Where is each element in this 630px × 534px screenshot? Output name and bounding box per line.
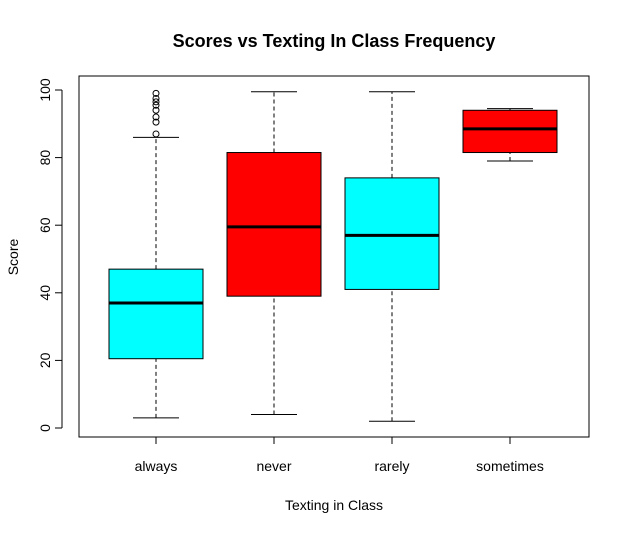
outlier-point xyxy=(152,98,160,106)
outlier-point xyxy=(152,113,160,121)
box-body xyxy=(108,268,204,360)
x-axis: always never rarely sometimes xyxy=(135,436,544,474)
outlier-point xyxy=(152,130,160,138)
outlier-point xyxy=(152,101,160,109)
box-sometimes xyxy=(462,108,558,162)
box-rarely xyxy=(344,91,440,422)
box-body xyxy=(226,152,322,297)
outlier-point xyxy=(152,89,160,97)
y-tick-label: 0 xyxy=(37,424,53,432)
y-tick-label: 40 xyxy=(37,285,53,301)
box-always xyxy=(108,89,204,419)
box-body xyxy=(344,177,440,290)
x-axis-label: Texting in Class xyxy=(285,497,383,513)
y-tick-label: 80 xyxy=(37,150,53,166)
x-tick-label: sometimes xyxy=(476,458,544,474)
outlier-point xyxy=(152,106,160,114)
x-tick-label: rarely xyxy=(374,458,409,474)
x-tick-label: always xyxy=(135,458,178,474)
chart-title: Scores vs Texting In Class Frequency xyxy=(173,31,496,51)
y-tick-label: 60 xyxy=(37,217,53,233)
y-tick-label: 100 xyxy=(37,78,53,102)
x-tick-label: never xyxy=(256,458,291,474)
y-axis: 0 20 40 60 80 100 xyxy=(37,78,63,432)
boxes xyxy=(108,89,558,422)
box-never xyxy=(226,91,322,415)
outlier-point xyxy=(152,94,160,102)
y-axis-label: Score xyxy=(5,239,21,276)
outlier-point xyxy=(152,118,160,126)
box-body xyxy=(462,109,558,154)
y-tick-label: 20 xyxy=(37,352,53,368)
